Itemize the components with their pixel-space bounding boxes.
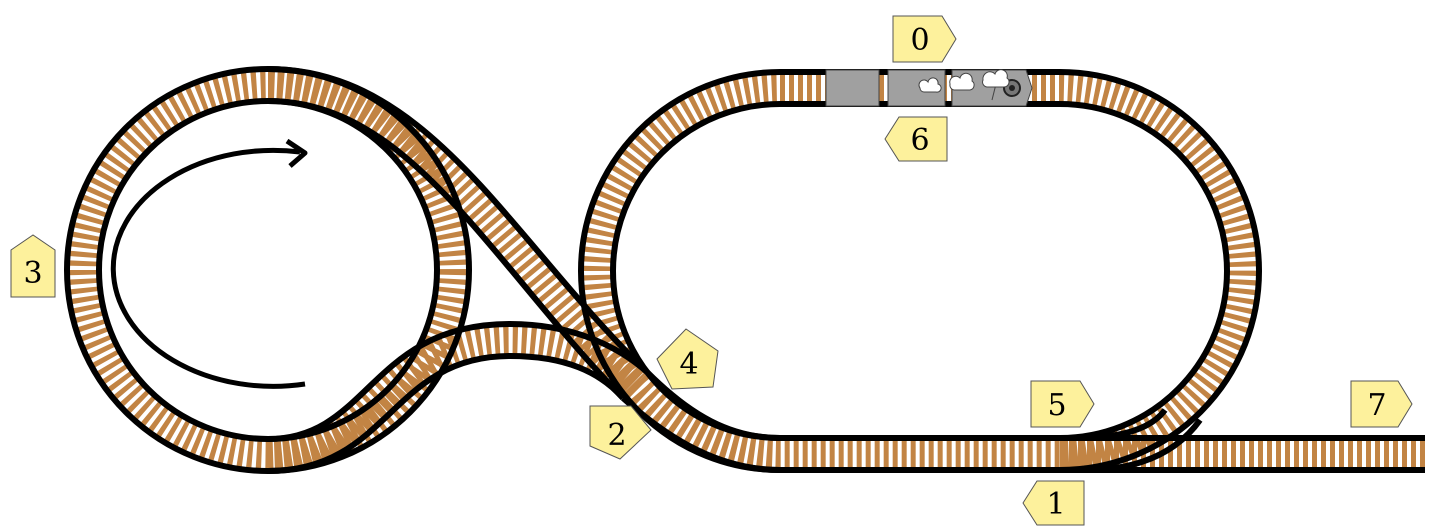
- switch-rail-1: [1084, 418, 1203, 473]
- svg-text:4: 4: [679, 347, 698, 382]
- diagonal-track-rail-b: [267, 98, 626, 401]
- marker-3: 3: [10, 234, 56, 298]
- arrowhead-icon: [285, 138, 308, 168]
- direction-arrow: [110, 138, 308, 389]
- svg-text:5: 5: [1047, 388, 1066, 423]
- diagonal-track-ties: [267, 66, 649, 399]
- steam-cloud-icon: [918, 69, 1010, 93]
- marker-1: 1: [1022, 480, 1085, 526]
- junction-rail-b: [644, 369, 781, 441]
- marker-0: 0: [892, 15, 957, 63]
- s-curve-rail-b: [267, 320, 649, 442]
- svg-text:6: 6: [910, 123, 929, 158]
- switch-rail-5: [1074, 408, 1168, 441]
- marker-7: 7: [1350, 380, 1413, 428]
- svg-text:7: 7: [1367, 388, 1386, 423]
- diagonal-track-rail-a: [267, 66, 650, 375]
- marker-2: 2: [589, 405, 652, 460]
- track-rails: [64, 66, 1425, 474]
- svg-text:3: 3: [23, 256, 42, 291]
- track-ties: [64, 66, 1425, 474]
- svg-text:0: 0: [910, 23, 929, 58]
- s-curve-rail-a: [267, 352, 626, 474]
- svg-text:2: 2: [607, 418, 626, 453]
- left-loop-outer-rail: [64, 66, 472, 474]
- svg-text:1: 1: [1046, 487, 1065, 522]
- train-car-rear: [825, 69, 880, 107]
- train: [825, 69, 1033, 107]
- right-oval-ties: [578, 69, 1262, 473]
- marker-4: 4: [656, 328, 719, 390]
- marker-6: 6: [884, 116, 948, 162]
- junction-rail-a: [621, 395, 781, 473]
- marker-5: 5: [1030, 380, 1095, 428]
- markers: 0 6 3 4 2 5 1: [10, 15, 1413, 526]
- junction-track-ties: [621, 371, 781, 473]
